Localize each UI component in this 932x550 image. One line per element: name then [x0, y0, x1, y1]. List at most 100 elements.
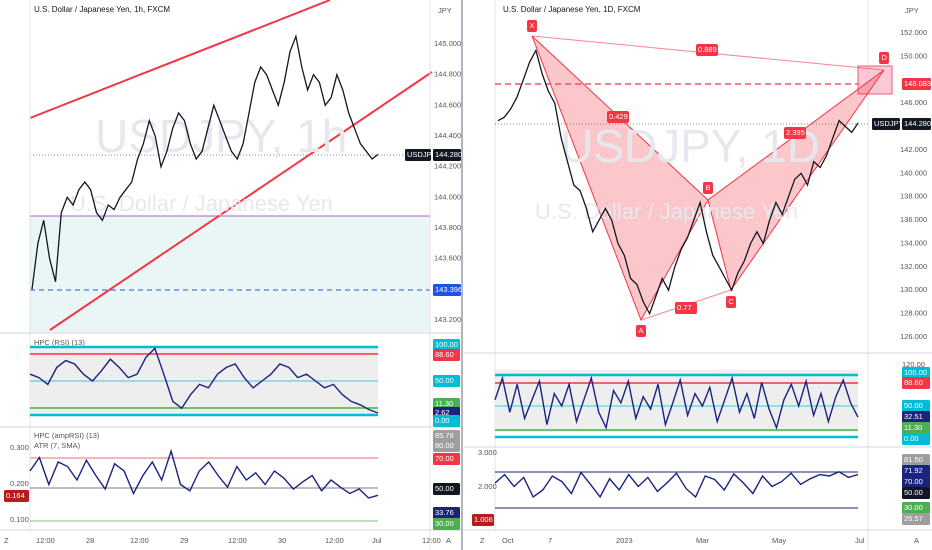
price-badge	[902, 118, 931, 130]
badge-text: 0.00	[435, 416, 450, 425]
pattern-point	[726, 296, 736, 308]
price-badge	[902, 78, 931, 90]
time-tick: Z	[4, 536, 9, 545]
price-tick: 126.000	[900, 332, 927, 341]
time-tick: 2023	[616, 536, 633, 545]
range-box	[30, 216, 430, 332]
ratio-box	[784, 127, 806, 139]
time-tick: 12:00	[228, 536, 247, 545]
axis-label: 2.000	[478, 482, 497, 491]
axis-label: 120.00	[902, 360, 925, 369]
ratio-label: 0.77	[677, 303, 692, 312]
price-badge	[902, 513, 930, 525]
price-tick: 128.000	[900, 309, 927, 318]
badge-text: 50.00	[435, 484, 454, 493]
price-tick: 130.000	[900, 285, 927, 294]
pattern-point	[527, 20, 537, 32]
badge-text: 2.62	[435, 408, 450, 417]
pattern-point	[703, 182, 713, 194]
time-tick: Z	[480, 536, 485, 545]
time-tick: 12:00	[422, 536, 441, 545]
badge-text: 100.00	[435, 340, 458, 349]
price-tick: 144.000	[434, 192, 461, 201]
price-badge	[902, 465, 930, 477]
badge-text: 143.396	[435, 285, 462, 294]
watermark: USDJPY, 1D	[560, 120, 820, 172]
prz-box	[857, 65, 893, 95]
badge-text: 11.30	[435, 399, 453, 408]
pattern-label: B	[706, 183, 711, 192]
oscillator	[29, 448, 379, 499]
price-badge	[433, 284, 461, 296]
indicator-title: ATR (7, SMA)	[34, 441, 81, 450]
badge-text: 70.00	[435, 454, 454, 463]
badge-text: 50.00	[435, 376, 454, 385]
time-tick: 30	[278, 536, 286, 545]
badge-text: 80.00	[435, 441, 454, 450]
price-badge	[902, 454, 930, 466]
price-badge	[433, 149, 461, 161]
pattern-label: A	[639, 326, 644, 335]
rsi-band	[495, 370, 858, 432]
price-tick: 146.000	[900, 98, 927, 107]
price-tick: 132.000	[900, 262, 927, 271]
price-tick: 138.000	[900, 192, 927, 201]
currency: JPY	[905, 6, 919, 15]
price-badge	[433, 430, 460, 442]
oscillator	[494, 471, 859, 499]
time-tick: May	[772, 536, 786, 545]
price-tick: 144.600	[434, 100, 461, 109]
badge-text: 144.280	[435, 150, 462, 159]
badge-text: 1.006	[474, 515, 493, 524]
pattern-label: C	[729, 297, 735, 306]
badge-text: 30.00	[904, 503, 923, 512]
price-badge	[902, 377, 930, 389]
price-badge	[433, 507, 460, 519]
price-tick: 134.000	[900, 238, 927, 247]
price-badge	[433, 483, 460, 495]
badge-text: USDJPY	[407, 150, 437, 159]
price-badge	[872, 118, 900, 130]
price-badge	[433, 453, 460, 465]
badge-text: 0.00	[904, 434, 919, 443]
badge-text: 50.00	[904, 401, 923, 410]
price-tick: 144.200	[434, 162, 461, 171]
ratio-box	[675, 302, 697, 314]
price-tick: 140.000	[900, 168, 927, 177]
chart-title: U.S. Dollar / Japanese Yen, 1D, FXCM	[503, 5, 641, 14]
indicator-title: HPC (RSI) (13)	[34, 338, 85, 347]
price-badge	[4, 490, 29, 502]
badge-text: 70.00	[904, 477, 923, 486]
price-tick: 144.400	[434, 131, 461, 140]
badge-text: 148.083	[904, 79, 931, 88]
price-badge	[433, 440, 460, 452]
oscillator	[29, 347, 379, 414]
price-tick: 145.000	[434, 39, 461, 48]
time-tick: 12:00	[325, 536, 344, 545]
time-tick: 28	[86, 536, 94, 545]
badge-text: 88.60	[435, 350, 454, 359]
badge-text: 33.76	[435, 508, 454, 517]
price-badge	[902, 487, 930, 499]
time-tick: A	[446, 536, 451, 545]
trend-line	[49, 71, 433, 331]
price-badge	[433, 339, 460, 351]
badge-text: 0.164	[6, 491, 25, 500]
badge-text: 30.00	[435, 519, 454, 528]
badge-text: 11.30	[904, 423, 922, 432]
price-badge	[472, 514, 494, 526]
badge-text: 81.50	[904, 455, 923, 464]
axis-label: 0.200	[10, 479, 29, 488]
price-badge	[433, 415, 460, 427]
badge-text: 144.280	[904, 119, 931, 128]
ratio-box	[607, 111, 629, 123]
price-badge	[405, 149, 431, 161]
price-line	[497, 48, 859, 316]
ratio-label: 0.429	[609, 112, 628, 121]
badge-text: 88.60	[904, 378, 923, 387]
price-tick: 136.000	[900, 215, 927, 224]
badge-text: 32.51	[904, 412, 923, 421]
badge-text: 50.00	[904, 488, 923, 497]
axis-label: 0.300	[10, 443, 29, 452]
